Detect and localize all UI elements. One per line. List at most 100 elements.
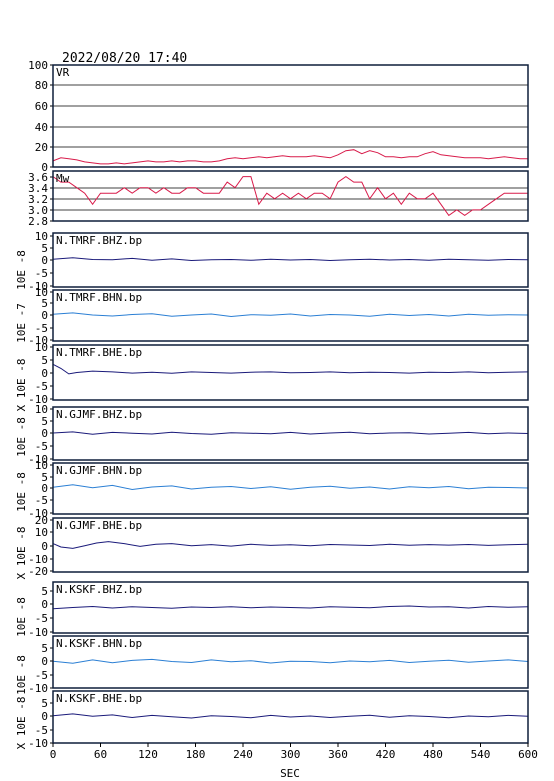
x-tick-label: 600 xyxy=(518,748,538,761)
panel-frame xyxy=(52,406,529,461)
x-tick-label: 360 xyxy=(328,748,348,761)
y-tick-label: 40 xyxy=(35,121,48,134)
panel-n-kskf-bhe-bp: 50-5-10 N.KSKF.BHE.bp X 10E -8 xyxy=(15,690,529,750)
y-tick-label: 5 xyxy=(41,585,48,598)
panel-frame xyxy=(52,232,529,288)
x-tick-label: 0 xyxy=(50,748,57,761)
panel-frame xyxy=(52,170,529,222)
panel-frame xyxy=(52,289,529,342)
y-tick-label: -10 xyxy=(28,737,48,750)
trace-n-kskf-bhe-bp xyxy=(52,713,529,719)
y-tick-label: -5 xyxy=(35,612,48,625)
panel-frame xyxy=(52,635,529,689)
y-tick-label: 5 xyxy=(41,354,48,367)
y-tick-label: 60 xyxy=(35,100,48,113)
y-tick-label: 10 xyxy=(35,230,48,243)
channel-label: N.TMRF.BHE.bp xyxy=(56,346,142,359)
channel-label: N.TMRF.BHZ.bp xyxy=(56,234,142,247)
y-tick-label: -10 xyxy=(28,453,48,466)
y-tick-label: 0 xyxy=(41,254,48,267)
y-tick-label: 0 xyxy=(41,367,48,380)
y-tick-label: 0 xyxy=(41,309,48,322)
y-tick-label: -10 xyxy=(28,280,48,293)
y-tick-label: -10 xyxy=(28,334,48,347)
y-tick-label: 3.0 xyxy=(28,204,48,217)
y-tick-label: 100 xyxy=(28,59,48,72)
trace-n-tmrf-bhz-bp xyxy=(52,257,529,262)
x-tick-label: 180 xyxy=(186,748,206,761)
y-tick-label: -10 xyxy=(28,507,48,520)
panel-mw: 3.63.43.23.02.8 Mw xyxy=(28,170,529,228)
y-tick-label: 10 xyxy=(35,403,48,416)
panel-frame xyxy=(52,344,529,401)
y-tick-label: -5 xyxy=(35,669,48,682)
channel-label: Mw xyxy=(56,172,70,185)
x-tick-label: 120 xyxy=(138,748,158,761)
panel-n-kskf-bhz-bp: 50-5-10 N.KSKF.BHZ.bp 10E -8 xyxy=(15,581,529,639)
x-tick-label: 540 xyxy=(471,748,491,761)
y-tick-label: 0 xyxy=(41,655,48,668)
y-tick-label: 20 xyxy=(35,514,48,527)
unit-label: 10E -8 xyxy=(15,655,28,695)
panel-frame xyxy=(52,581,529,634)
trace-n-gjmf-bhn-bp xyxy=(52,484,529,491)
y-tick-label: 0 xyxy=(41,427,48,440)
y-tick-label: -10 xyxy=(28,682,48,695)
y-tick-label: 5 xyxy=(41,415,48,428)
x-axis: 0 60 120 180 240 300 360 420 480 540 600 SEC xyxy=(50,743,538,780)
y-tick-label: 10 xyxy=(35,286,48,299)
channel-label: VR xyxy=(56,66,70,79)
channel-label: N.GJMF.BHN.bp xyxy=(56,464,142,477)
y-tick-label: 2.8 xyxy=(28,215,48,228)
unit-label: X 10E -8 xyxy=(15,527,28,580)
y-tick-label: -5 xyxy=(35,380,48,393)
y-tick-label: 0 xyxy=(41,540,48,553)
unit-label: 10E -8 xyxy=(15,472,28,512)
trace-n-gjmf-bhz-bp xyxy=(52,431,529,435)
y-tick-label: -5 xyxy=(35,494,48,507)
channel-label: N.KSKF.BHZ.bp xyxy=(56,583,142,596)
unit-label: 10E -7 xyxy=(15,303,28,343)
y-tick-label: 5 xyxy=(41,471,48,484)
panel-frame xyxy=(52,517,529,573)
panel-vr: 100 80 60 40 20 0 VR xyxy=(28,59,529,174)
y-tick-label: 5 xyxy=(41,297,48,310)
y-tick-label: 0 xyxy=(41,161,48,174)
channel-label: N.KSKF.BHE.bp xyxy=(56,692,142,705)
y-tick-label: 80 xyxy=(35,79,48,92)
y-tick-label: 5 xyxy=(41,642,48,655)
channel-label: N.GJMF.BHE.bp xyxy=(56,519,142,532)
trace-n-kskf-bhn-bp xyxy=(52,658,529,664)
y-tick-label: -5 xyxy=(35,322,48,335)
x-tick-label: 60 xyxy=(94,748,107,761)
unit-label: 10E -8 xyxy=(15,250,28,290)
y-tick-label: -5 xyxy=(35,267,48,280)
y-tick-label: -5 xyxy=(35,440,48,453)
trace-n-tmrf-bhn-bp xyxy=(52,312,529,318)
y-tick-label: 10 xyxy=(35,526,48,539)
y-tick-label: -20 xyxy=(28,565,48,578)
x-axis-label: SEC xyxy=(280,767,300,780)
panel-frame xyxy=(52,64,529,168)
trace-n-tmrf-bhe-bp xyxy=(52,363,529,375)
x-tick-label: 300 xyxy=(281,748,301,761)
y-tick-label: 20 xyxy=(35,141,48,154)
y-tick-label: 3.4 xyxy=(28,182,48,195)
y-tick-label: 0 xyxy=(41,482,48,495)
trace-mw xyxy=(52,175,528,217)
unit-label: X 10E -8 xyxy=(15,697,28,750)
y-tick-label: 5 xyxy=(41,697,48,710)
panel-frame xyxy=(52,462,529,515)
channel-label: N.KSKF.BHN.bp xyxy=(56,637,142,650)
y-tick-label: 3.6 xyxy=(28,171,48,184)
y-tick-label: 10 xyxy=(35,341,48,354)
trace-n-gjmf-bhe-bp xyxy=(52,541,529,549)
y-tick-label: -10 xyxy=(28,393,48,406)
y-tick-label: 0 xyxy=(41,710,48,723)
